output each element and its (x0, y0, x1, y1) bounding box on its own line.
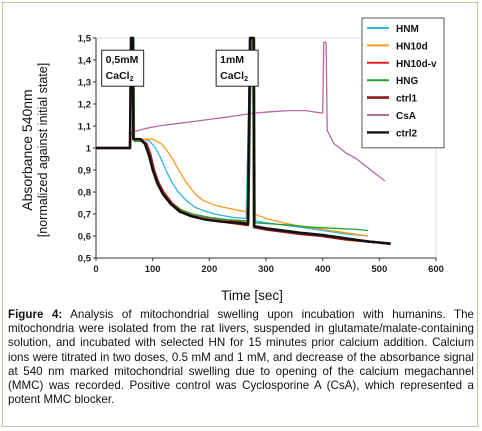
legend-label: HNG (396, 76, 418, 87)
series-lines (96, 36, 391, 245)
x-tick-label: 500 (371, 264, 387, 275)
x-tick-label: 200 (201, 264, 217, 275)
legend-label: HNM (396, 24, 419, 35)
x-tick-label: 600 (428, 264, 444, 275)
x-tick-label: 400 (315, 264, 331, 275)
swelling-chart: 0,5 0,6 0,7 0,8 0,9 1 1,1 1,2 1,3 1,4 1,5 0 100 200 30… (19, 17, 445, 303)
x-tick-label: 0 (93, 264, 98, 275)
legend-label: ctrl2 (396, 128, 418, 139)
y-tick-label: 0,6 (78, 232, 91, 243)
series-line-hng (96, 37, 369, 232)
legend-label: HN10d (396, 41, 428, 52)
annotation-subscript: 2 (244, 76, 248, 83)
legend-label: CsA (396, 111, 416, 122)
y-tick-label: 1,2 (78, 100, 91, 111)
annotation-compound: CaCl2 (106, 70, 134, 83)
legend: HNM HN10d HN10d-v HNG ctrl1 CsA ctrl2 (361, 17, 445, 149)
series-line-ctrl2 (96, 36, 391, 245)
annotation-dose: 0,5mM (106, 54, 139, 66)
annotation-frame (215, 49, 259, 87)
legend-label: ctrl1 (396, 94, 418, 105)
y-tick-label: 1,4 (78, 56, 92, 67)
legend-box (361, 17, 445, 149)
y-tick-label: 1 (86, 144, 92, 155)
x-tick-label: 100 (145, 264, 161, 275)
series-line-csa (96, 41, 386, 182)
y-tick-label: 1,1 (78, 122, 92, 133)
axis-ticks: 0,5 0,6 0,7 0,8 0,9 1 1,1 1,2 1,3 1,4 1,5 0 100 200 30… (78, 34, 444, 276)
x-axis-label: Time [sec] (221, 288, 283, 303)
annotation-subscript: 2 (130, 76, 134, 83)
annotation-compound: CaCl2 (220, 70, 248, 83)
annotation-dose: 1mM (220, 54, 244, 66)
caption-label: Figure 4: (8, 308, 63, 321)
y-tick-label: 1,5 (78, 34, 92, 45)
y-axis-label-2: [normalized against initial state] (36, 63, 50, 237)
y-axis-label: Absorbance 540nm (19, 89, 35, 210)
y-tick-label: 0,8 (78, 188, 91, 199)
annotation-frame (101, 49, 145, 87)
annotation-box-1: 0,5mM CaCl2 (101, 49, 145, 87)
annotation-box-2: 1mM CaCl2 (215, 49, 259, 87)
caption-text: Analysis of mitochondrial swelling upon … (8, 308, 474, 407)
legend-label: HN10d-v (396, 59, 437, 70)
y-tick-label: 0,9 (78, 166, 91, 177)
figure-caption: Figure 4: Analysis of mitochondrial swel… (8, 308, 474, 407)
annotations: 0,5mM CaCl2 1mM CaCl2 (101, 49, 259, 87)
y-tick-label: 0,5 (78, 254, 92, 265)
y-tick-label: 1,3 (78, 78, 91, 89)
y-tick-label: 0,7 (78, 210, 91, 221)
figure-frame (2, 2, 478, 427)
x-tick-label: 300 (258, 264, 274, 275)
